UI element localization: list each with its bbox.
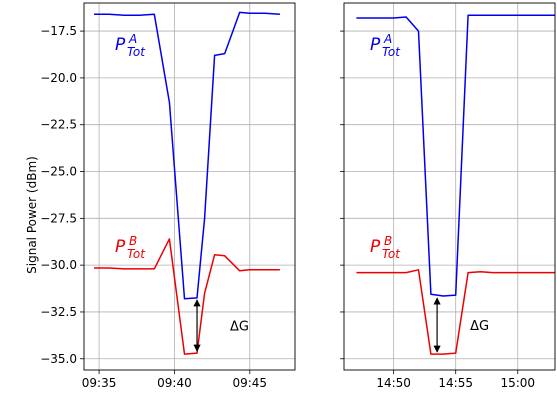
x-tick-label: 09:35 — [82, 376, 117, 390]
series-label-subscript: Tot — [382, 247, 401, 261]
series-label-B: P — [115, 237, 126, 257]
series-line-B — [94, 238, 280, 355]
x-tick-label: 14:55 — [438, 376, 473, 390]
series-label-B: P — [370, 237, 381, 257]
x-tick-label: 15:00 — [500, 376, 535, 390]
series-label-subscript: Tot — [127, 45, 146, 59]
series-label-A: P — [370, 35, 381, 55]
series-label-superscript: A — [383, 32, 392, 46]
x-tick-label: 14:50 — [376, 376, 411, 390]
axes-frame — [343, 2, 556, 371]
series-label-subscript: Tot — [382, 45, 401, 59]
delta-g-label: ΔG — [470, 319, 489, 334]
series-label-A: P — [115, 35, 126, 55]
series-line-A — [94, 11, 280, 300]
y-axis-label: Signal Power (dBm) — [25, 156, 39, 274]
y-tick-label: −30.0 — [40, 258, 77, 272]
series-label-subscript: Tot — [127, 247, 146, 261]
y-tick-label: −35.0 — [40, 352, 77, 366]
series-label-superscript: B — [129, 234, 137, 248]
y-tick-label: −32.5 — [40, 305, 77, 319]
series-label-superscript: B — [384, 234, 392, 248]
x-tick-label: 09:45 — [232, 376, 267, 390]
y-tick-label: −22.5 — [40, 118, 77, 132]
series-label-superscript: A — [128, 32, 137, 46]
y-tick-label: −27.5 — [40, 211, 77, 225]
left-chart-panel: −17.5 −20.0 −22.5 −25.0 −27.5 −30.0 −32.5 −35.0… — [40, 2, 296, 390]
y-tick-label: −17.5 — [40, 24, 77, 38]
x-tick-label: 09:40 — [157, 376, 192, 390]
axes-frame — [83, 2, 296, 371]
series-line-B — [356, 269, 555, 355]
y-tick-label: −20.0 — [40, 71, 77, 85]
y-tick-label: −25.0 — [40, 165, 77, 179]
delta-g-label: ΔG — [230, 320, 249, 335]
